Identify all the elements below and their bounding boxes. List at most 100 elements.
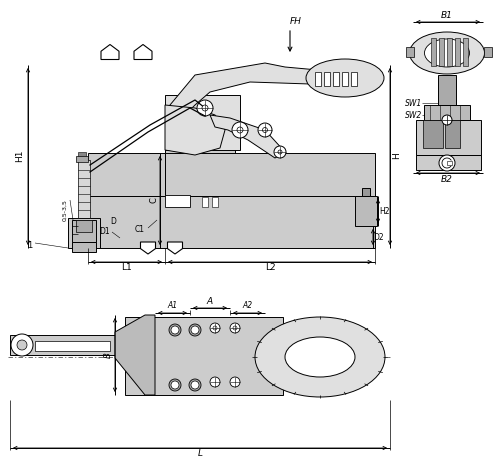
Bar	[324, 72, 330, 86]
Text: FH: FH	[290, 17, 302, 27]
Text: C1: C1	[135, 225, 145, 235]
Bar	[202, 197, 208, 207]
Circle shape	[442, 115, 452, 125]
Bar	[78, 160, 90, 218]
Ellipse shape	[306, 59, 384, 97]
Text: F3: F3	[144, 242, 152, 251]
Text: B1: B1	[441, 11, 453, 19]
Bar	[431, 38, 436, 66]
Circle shape	[202, 105, 208, 111]
Polygon shape	[168, 242, 182, 254]
Bar	[72, 242, 96, 252]
Circle shape	[171, 381, 179, 389]
Circle shape	[210, 323, 220, 333]
Circle shape	[191, 381, 199, 389]
Bar	[484, 47, 492, 57]
Bar	[355, 196, 377, 226]
Bar	[72, 220, 96, 242]
Bar	[333, 72, 339, 86]
Circle shape	[262, 128, 268, 133]
Text: H1: H1	[16, 150, 24, 162]
Ellipse shape	[189, 324, 201, 336]
Bar	[362, 188, 370, 196]
Text: L: L	[198, 448, 202, 458]
Bar	[315, 72, 321, 86]
Ellipse shape	[285, 337, 355, 377]
Bar	[35, 341, 110, 351]
Circle shape	[278, 150, 282, 154]
Text: A2: A2	[242, 302, 252, 310]
Text: H2: H2	[379, 207, 389, 215]
Text: A1: A1	[167, 302, 177, 310]
Bar	[165, 195, 190, 207]
Bar	[445, 120, 460, 148]
Text: B: B	[104, 352, 112, 358]
Bar	[416, 120, 481, 155]
Circle shape	[197, 100, 213, 116]
Ellipse shape	[169, 379, 181, 391]
Circle shape	[230, 323, 240, 333]
Circle shape	[232, 122, 248, 138]
Circle shape	[213, 326, 217, 330]
Bar	[165, 153, 375, 196]
Bar	[423, 120, 443, 148]
Polygon shape	[140, 242, 156, 254]
Bar	[416, 155, 481, 170]
Text: L1: L1	[120, 263, 132, 273]
Bar	[342, 72, 348, 86]
Text: H: H	[392, 153, 402, 159]
Text: D: D	[110, 218, 116, 226]
Bar	[165, 95, 240, 150]
Bar	[88, 196, 375, 248]
Text: L2: L2	[264, 263, 276, 273]
Circle shape	[17, 340, 27, 350]
Bar	[10, 335, 125, 355]
Bar	[212, 197, 218, 207]
Bar	[447, 38, 452, 66]
Circle shape	[258, 123, 272, 137]
Text: SW2: SW2	[405, 111, 422, 119]
Circle shape	[210, 377, 220, 387]
Polygon shape	[170, 63, 340, 118]
Bar	[455, 38, 460, 66]
Bar	[351, 72, 357, 86]
Ellipse shape	[189, 379, 201, 391]
Circle shape	[191, 326, 199, 334]
Bar	[125, 317, 283, 395]
Bar	[439, 38, 444, 66]
Circle shape	[11, 334, 33, 356]
Bar	[68, 218, 100, 248]
Text: F2: F2	[138, 48, 148, 57]
Polygon shape	[165, 105, 225, 155]
Bar	[78, 152, 86, 156]
Bar	[447, 161, 452, 165]
Text: B2: B2	[441, 175, 453, 185]
Circle shape	[171, 326, 179, 334]
Bar	[165, 115, 235, 196]
Bar	[424, 105, 470, 120]
Ellipse shape	[169, 324, 181, 336]
Text: D2: D2	[374, 233, 384, 241]
Bar	[76, 156, 88, 162]
Circle shape	[439, 155, 455, 171]
Text: F4: F4	[170, 242, 179, 251]
Ellipse shape	[410, 32, 484, 74]
Bar	[406, 47, 414, 57]
Circle shape	[233, 326, 237, 330]
Bar	[88, 153, 165, 196]
Circle shape	[274, 146, 286, 158]
Text: A: A	[207, 297, 213, 307]
Polygon shape	[210, 115, 285, 158]
Text: 0,5-3,5: 0,5-3,5	[62, 199, 68, 221]
Ellipse shape	[424, 39, 470, 67]
Circle shape	[237, 127, 243, 133]
Text: C: C	[150, 197, 158, 203]
Bar	[76, 220, 92, 232]
Polygon shape	[101, 45, 119, 60]
Polygon shape	[115, 315, 155, 395]
Bar	[438, 75, 456, 105]
Circle shape	[230, 377, 240, 387]
Bar	[463, 38, 468, 66]
Text: F1: F1	[105, 48, 115, 57]
Text: SW1: SW1	[405, 99, 422, 107]
